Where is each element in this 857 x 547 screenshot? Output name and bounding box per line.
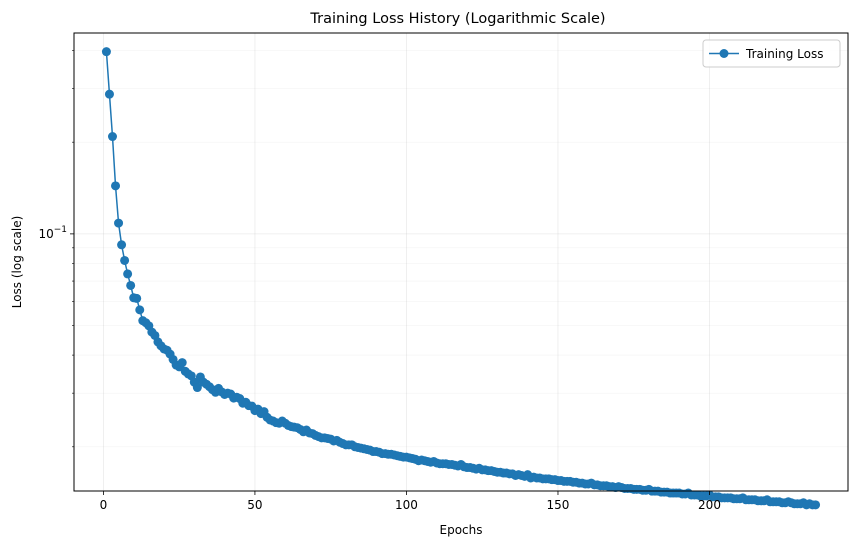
series-layer — [101, 47, 821, 510]
data-point — [120, 255, 130, 265]
data-point — [135, 305, 145, 315]
y-tick-label-exponent: −1 — [54, 225, 67, 235]
x-axis-label: Epochs — [440, 523, 483, 537]
legend-label-training-loss: Training Loss — [745, 47, 823, 61]
data-point — [123, 269, 133, 279]
x-tick-label: 50 — [247, 498, 262, 512]
tick-layer: 0 50 100 150 200 10−1 — [38, 50, 721, 512]
x-tick-label: 0 — [100, 498, 108, 512]
data-point — [126, 280, 136, 290]
plot-background — [74, 33, 848, 491]
data-point — [132, 293, 142, 303]
data-point — [104, 89, 114, 99]
data-point — [114, 218, 124, 228]
data-point — [107, 132, 117, 142]
y-tick-label: 10−1 — [38, 225, 67, 241]
plot-area: 0 50 100 150 200 10−1 — [38, 32, 849, 512]
grid-layer — [74, 33, 848, 491]
y-tick-label-base: 10 — [38, 227, 53, 241]
data-point — [117, 240, 127, 250]
legend: Training Loss — [702, 39, 841, 68]
legend-marker-sample — [719, 49, 729, 58]
chart-title: Training Loss History (Logarithmic Scale… — [309, 11, 605, 27]
data-point — [111, 181, 121, 191]
x-tick-label: 100 — [395, 498, 418, 512]
data-point — [192, 383, 202, 393]
x-tick-label: 200 — [698, 498, 721, 512]
y-axis-label: Loss (log scale) — [10, 216, 24, 309]
data-point — [101, 47, 111, 57]
data-point — [177, 358, 187, 368]
legend-box — [702, 39, 841, 68]
plot-frame — [73, 32, 849, 492]
x-tick-label: 150 — [547, 498, 570, 512]
data-point — [811, 500, 821, 510]
